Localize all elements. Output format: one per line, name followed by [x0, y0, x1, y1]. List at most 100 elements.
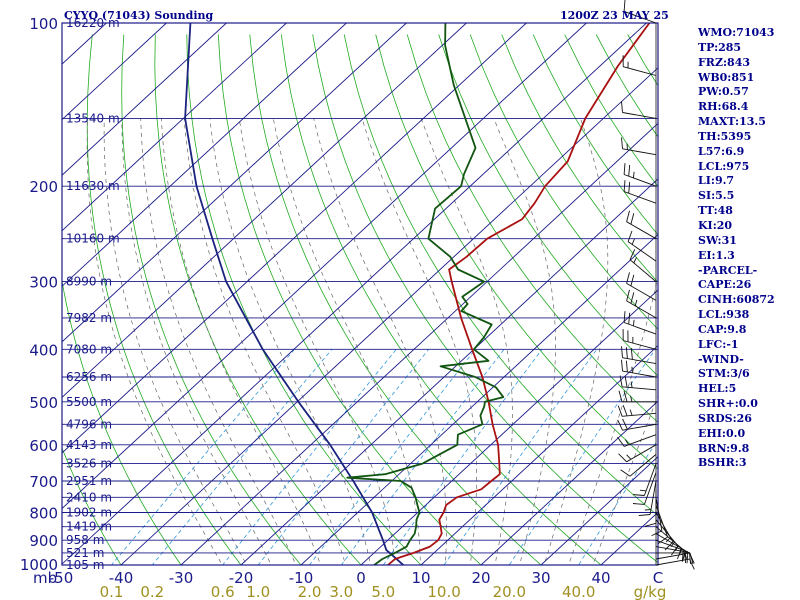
height-label: 2410 m: [66, 490, 112, 504]
height-label: 16220 m: [66, 16, 120, 30]
height-label: 7080 m: [66, 342, 112, 356]
isotherm: [62, 23, 647, 565]
height-label: 521 m: [66, 546, 104, 560]
wind-barb: [655, 558, 695, 570]
index-item: CAPE:26: [698, 278, 752, 292]
height-label: 105 m: [66, 558, 104, 572]
wind-barb-flag: [644, 522, 657, 527]
wind-barb-half-flag: [632, 171, 635, 178]
wind-barb-staff: [626, 221, 657, 240]
isotherm: [540, 456, 658, 565]
wind-barb-flag: [658, 536, 668, 544]
index-item: LCL:938: [698, 308, 750, 322]
wind-barb-flag: [630, 348, 633, 360]
parcel-trace: [184, 23, 405, 565]
index-item: BRN:9.8: [698, 441, 750, 455]
temperature-tick-label: 0: [356, 569, 366, 587]
wind-barb: [626, 272, 657, 301]
temperature-tick-label: -30: [169, 569, 194, 587]
mixing-ratio-line: [151, 349, 333, 565]
mixing-ratio-tick-label: 0.2: [140, 583, 164, 600]
wind-barb-staff: [655, 558, 690, 566]
wind-barb: [617, 434, 657, 447]
wind-barb-half-flag: [626, 454, 632, 460]
wind-barb-flag: [618, 453, 627, 463]
wind-barb-half-flag: [634, 299, 638, 307]
index-item: -PARCEL-: [698, 263, 758, 277]
wind-barb: [622, 55, 657, 76]
index-item: -WIND-: [698, 352, 744, 366]
dry-adiabat: [154, 34, 362, 565]
temperature-tick-label: -10: [289, 569, 314, 587]
wind-barb-flag: [617, 405, 623, 417]
wind-barb-half-flag: [639, 489, 647, 492]
plot-frame: [61, 22, 659, 566]
wind-barb-staff: [623, 434, 657, 447]
index-item: LI:9.7: [698, 174, 735, 188]
isotherm: [62, 23, 587, 510]
pressure-tick-label: 800: [29, 505, 58, 523]
mixing-ratio-line: [110, 349, 295, 565]
mixing-ratio-line: [508, 349, 656, 565]
wind-barb-flag: [623, 163, 626, 175]
wind-barb-flag: [617, 419, 623, 431]
wind-barb-flag: [628, 164, 631, 177]
height-label: 1419 m: [66, 520, 112, 534]
height-label: 1902 m: [66, 506, 112, 520]
dry-adiabat: [375, 34, 658, 470]
station-title: CYYQ (71043) Sounding: [64, 9, 214, 22]
wind-barb: [626, 289, 657, 319]
wind-barb-staff: [629, 259, 657, 282]
wind-barb: [632, 472, 657, 505]
dry-adiabat: [501, 34, 658, 283]
wind-barb-flag: [689, 552, 695, 564]
temperature-tick-label: -20: [229, 569, 254, 587]
dry-adiabat: [343, 34, 658, 517]
wind-barb: [623, 180, 657, 204]
wind-barb-staff: [623, 191, 657, 204]
wind-barb-staff: [622, 423, 657, 431]
dry-adiabat: [249, 34, 542, 565]
wind-barb-flag: [622, 418, 628, 430]
wind-barb-staff: [627, 241, 657, 262]
wind-barb: [623, 0, 657, 24]
wind-barb-flag: [623, 311, 626, 323]
wind-barb: [617, 405, 657, 417]
index-item: SHR+:0.0: [698, 397, 758, 411]
wind-barb-staff: [622, 148, 657, 156]
index-item: RH:68.4: [698, 100, 749, 114]
height-label: 6256 m: [66, 370, 112, 384]
wind-barb: [655, 552, 695, 564]
index-item: MAXT:13.5: [698, 115, 766, 129]
dry-adiabat: [121, 34, 302, 565]
wind-barb-staff: [655, 546, 690, 554]
wind-barb-half-flag: [629, 409, 633, 416]
temperature-tick-label: -40: [109, 569, 134, 587]
wind-barb-staff: [622, 357, 657, 365]
wind-barb-flag: [689, 558, 695, 570]
wind-barb-staff: [626, 283, 657, 301]
mixing-ratio-line: [443, 349, 598, 565]
index-item: L57:6.9: [698, 144, 745, 158]
pressure-unit-label: mb: [33, 569, 57, 587]
wind-barb: [618, 444, 657, 463]
wind-barb-staff: [655, 519, 679, 547]
wind-barb: [621, 346, 657, 365]
wind-barb-flag: [619, 375, 623, 387]
isotherm: [480, 400, 658, 565]
wind-barb-flag: [621, 346, 623, 358]
index-item: SI:5.5: [698, 189, 735, 203]
mixing-ratio-tick-label: 2.0: [298, 583, 322, 600]
temperature-unit-label: C: [653, 569, 663, 587]
sounding-time: 1200Z 23 MAY 25: [560, 9, 669, 22]
height-label: 11630 m: [66, 179, 120, 193]
height-label: 5500 m: [66, 395, 112, 409]
wind-barb-staff: [629, 454, 657, 477]
mixing-ratio-tick-label: 0.1: [100, 583, 124, 600]
wind-barb-half-flag: [631, 366, 633, 373]
pressure-tick-label: 300: [29, 274, 58, 292]
wind-barb-flag: [622, 405, 628, 417]
wind-barb-flag: [632, 494, 645, 496]
wind-barb: [638, 480, 657, 517]
wind-barb-flag: [621, 101, 623, 113]
